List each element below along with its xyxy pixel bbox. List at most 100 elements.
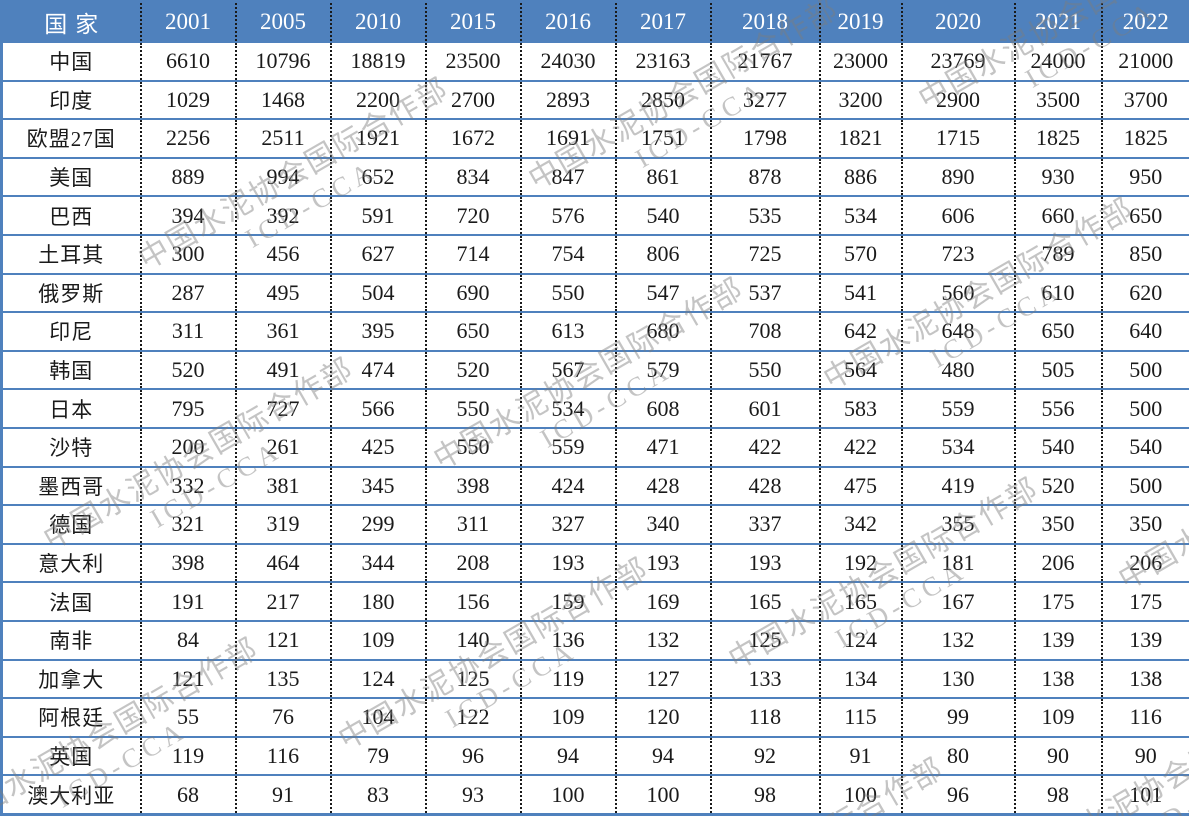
value-cell: 606 — [900, 195, 1015, 235]
value-cell: 327 — [519, 504, 616, 544]
value-cell: 398 — [424, 465, 521, 506]
value-cell: 130 — [900, 658, 1015, 699]
value-cell: 583 — [818, 388, 902, 428]
value-cell: 652 — [329, 156, 426, 197]
value-cell: 132 — [614, 619, 711, 660]
value-cell: 2511 — [234, 118, 331, 158]
value-cell: 109 — [1013, 697, 1102, 737]
value-cell: 2256 — [139, 118, 236, 158]
value-cell: 560 — [900, 272, 1015, 313]
value-cell: 159 — [519, 581, 616, 621]
table-row: 土耳其 300 456 627 714 754 806 725 570 723 789 850 — [1, 233, 1189, 274]
value-cell: 98 — [1013, 774, 1102, 815]
value-cell: 124 — [329, 658, 426, 699]
value-cell: 620 — [1100, 272, 1189, 313]
header-cell-year-2017: 2017 — [614, 1, 711, 42]
country-cell: 欧盟27国 — [1, 118, 141, 158]
value-cell: 727 — [234, 388, 331, 428]
value-cell: 1751 — [614, 118, 711, 158]
value-cell: 167 — [900, 581, 1015, 621]
value-cell: 428 — [614, 465, 711, 506]
value-cell: 68 — [139, 774, 236, 815]
value-cell: 23163 — [614, 41, 711, 81]
value-cell: 21000 — [1100, 41, 1189, 81]
value-cell: 181 — [900, 542, 1015, 583]
value-cell: 133 — [709, 658, 820, 699]
value-cell: 642 — [818, 311, 902, 351]
value-cell: 319 — [234, 504, 331, 544]
table-row: 中国 6610 10796 18819 23500 24030 23163 21767 2300… — [1, 41, 1189, 81]
value-cell: 2893 — [519, 79, 616, 120]
header-cell-country: 国家 — [1, 1, 141, 42]
value-cell: 156 — [424, 581, 521, 621]
value-cell: 217 — [234, 581, 331, 621]
value-cell: 2200 — [329, 79, 426, 120]
value-cell: 91 — [818, 735, 902, 776]
value-cell: 165 — [818, 581, 902, 621]
value-cell: 79 — [329, 735, 426, 776]
value-cell: 135 — [234, 658, 331, 699]
value-cell: 1798 — [709, 118, 820, 158]
value-cell: 789 — [1013, 233, 1102, 274]
value-cell: 76 — [234, 697, 331, 737]
value-cell: 495 — [234, 272, 331, 313]
table-row: 墨西哥 332 381 345 398 424 428 428 475 419 520 500 — [1, 465, 1189, 506]
value-cell: 169 — [614, 581, 711, 621]
value-cell: 1825 — [1013, 118, 1102, 158]
country-cell: 中国 — [1, 41, 141, 81]
value-cell: 350 — [1013, 504, 1102, 544]
value-cell: 534 — [818, 195, 902, 235]
value-cell: 534 — [519, 388, 616, 428]
value-cell: 889 — [139, 156, 236, 197]
value-cell: 1691 — [519, 118, 616, 158]
table-row: 德国 321 319 299 311 327 340 337 342 355 350 350 — [1, 504, 1189, 544]
value-cell: 299 — [329, 504, 426, 544]
value-cell: 287 — [139, 272, 236, 313]
value-cell: 850 — [1100, 233, 1189, 274]
value-cell: 355 — [900, 504, 1015, 544]
value-cell: 648 — [900, 311, 1015, 351]
value-cell: 21767 — [709, 41, 820, 81]
value-cell: 540 — [614, 195, 711, 235]
value-cell: 3200 — [818, 79, 902, 120]
country-cell: 澳大利亚 — [1, 774, 141, 815]
value-cell: 6610 — [139, 41, 236, 81]
value-cell: 559 — [900, 388, 1015, 428]
value-cell: 23500 — [424, 41, 521, 81]
value-cell: 23769 — [900, 41, 1015, 81]
value-cell: 92 — [709, 735, 820, 776]
value-cell: 193 — [709, 542, 820, 583]
value-cell: 381 — [234, 465, 331, 506]
value-cell: 96 — [424, 735, 521, 776]
value-cell: 613 — [519, 311, 616, 351]
value-cell: 456 — [234, 233, 331, 274]
value-cell: 471 — [614, 426, 711, 467]
value-cell: 754 — [519, 233, 616, 274]
value-cell: 847 — [519, 156, 616, 197]
value-cell: 109 — [519, 697, 616, 737]
table-row: 南非 84 121 109 140 136 132 125 124 132 139 139 — [1, 619, 1189, 660]
value-cell: 566 — [329, 388, 426, 428]
value-cell: 540 — [1013, 426, 1102, 467]
value-cell: 208 — [424, 542, 521, 583]
value-cell: 99 — [900, 697, 1015, 737]
value-cell: 337 — [709, 504, 820, 544]
value-cell: 422 — [818, 426, 902, 467]
value-cell: 101 — [1100, 774, 1189, 815]
value-cell: 140 — [424, 619, 521, 660]
value-cell: 550 — [424, 426, 521, 467]
header-cell-year-2015: 2015 — [424, 1, 521, 42]
value-cell: 119 — [519, 658, 616, 699]
value-cell: 127 — [614, 658, 711, 699]
value-cell: 520 — [424, 349, 521, 390]
country-cell: 巴西 — [1, 195, 141, 235]
value-cell: 94 — [519, 735, 616, 776]
country-cell: 意大利 — [1, 542, 141, 583]
value-cell: 394 — [139, 195, 236, 235]
value-cell: 500 — [1100, 465, 1189, 506]
header-cell-year-2022: 2022 — [1100, 1, 1189, 42]
value-cell: 550 — [709, 349, 820, 390]
value-cell: 311 — [139, 311, 236, 351]
value-cell: 3500 — [1013, 79, 1102, 120]
